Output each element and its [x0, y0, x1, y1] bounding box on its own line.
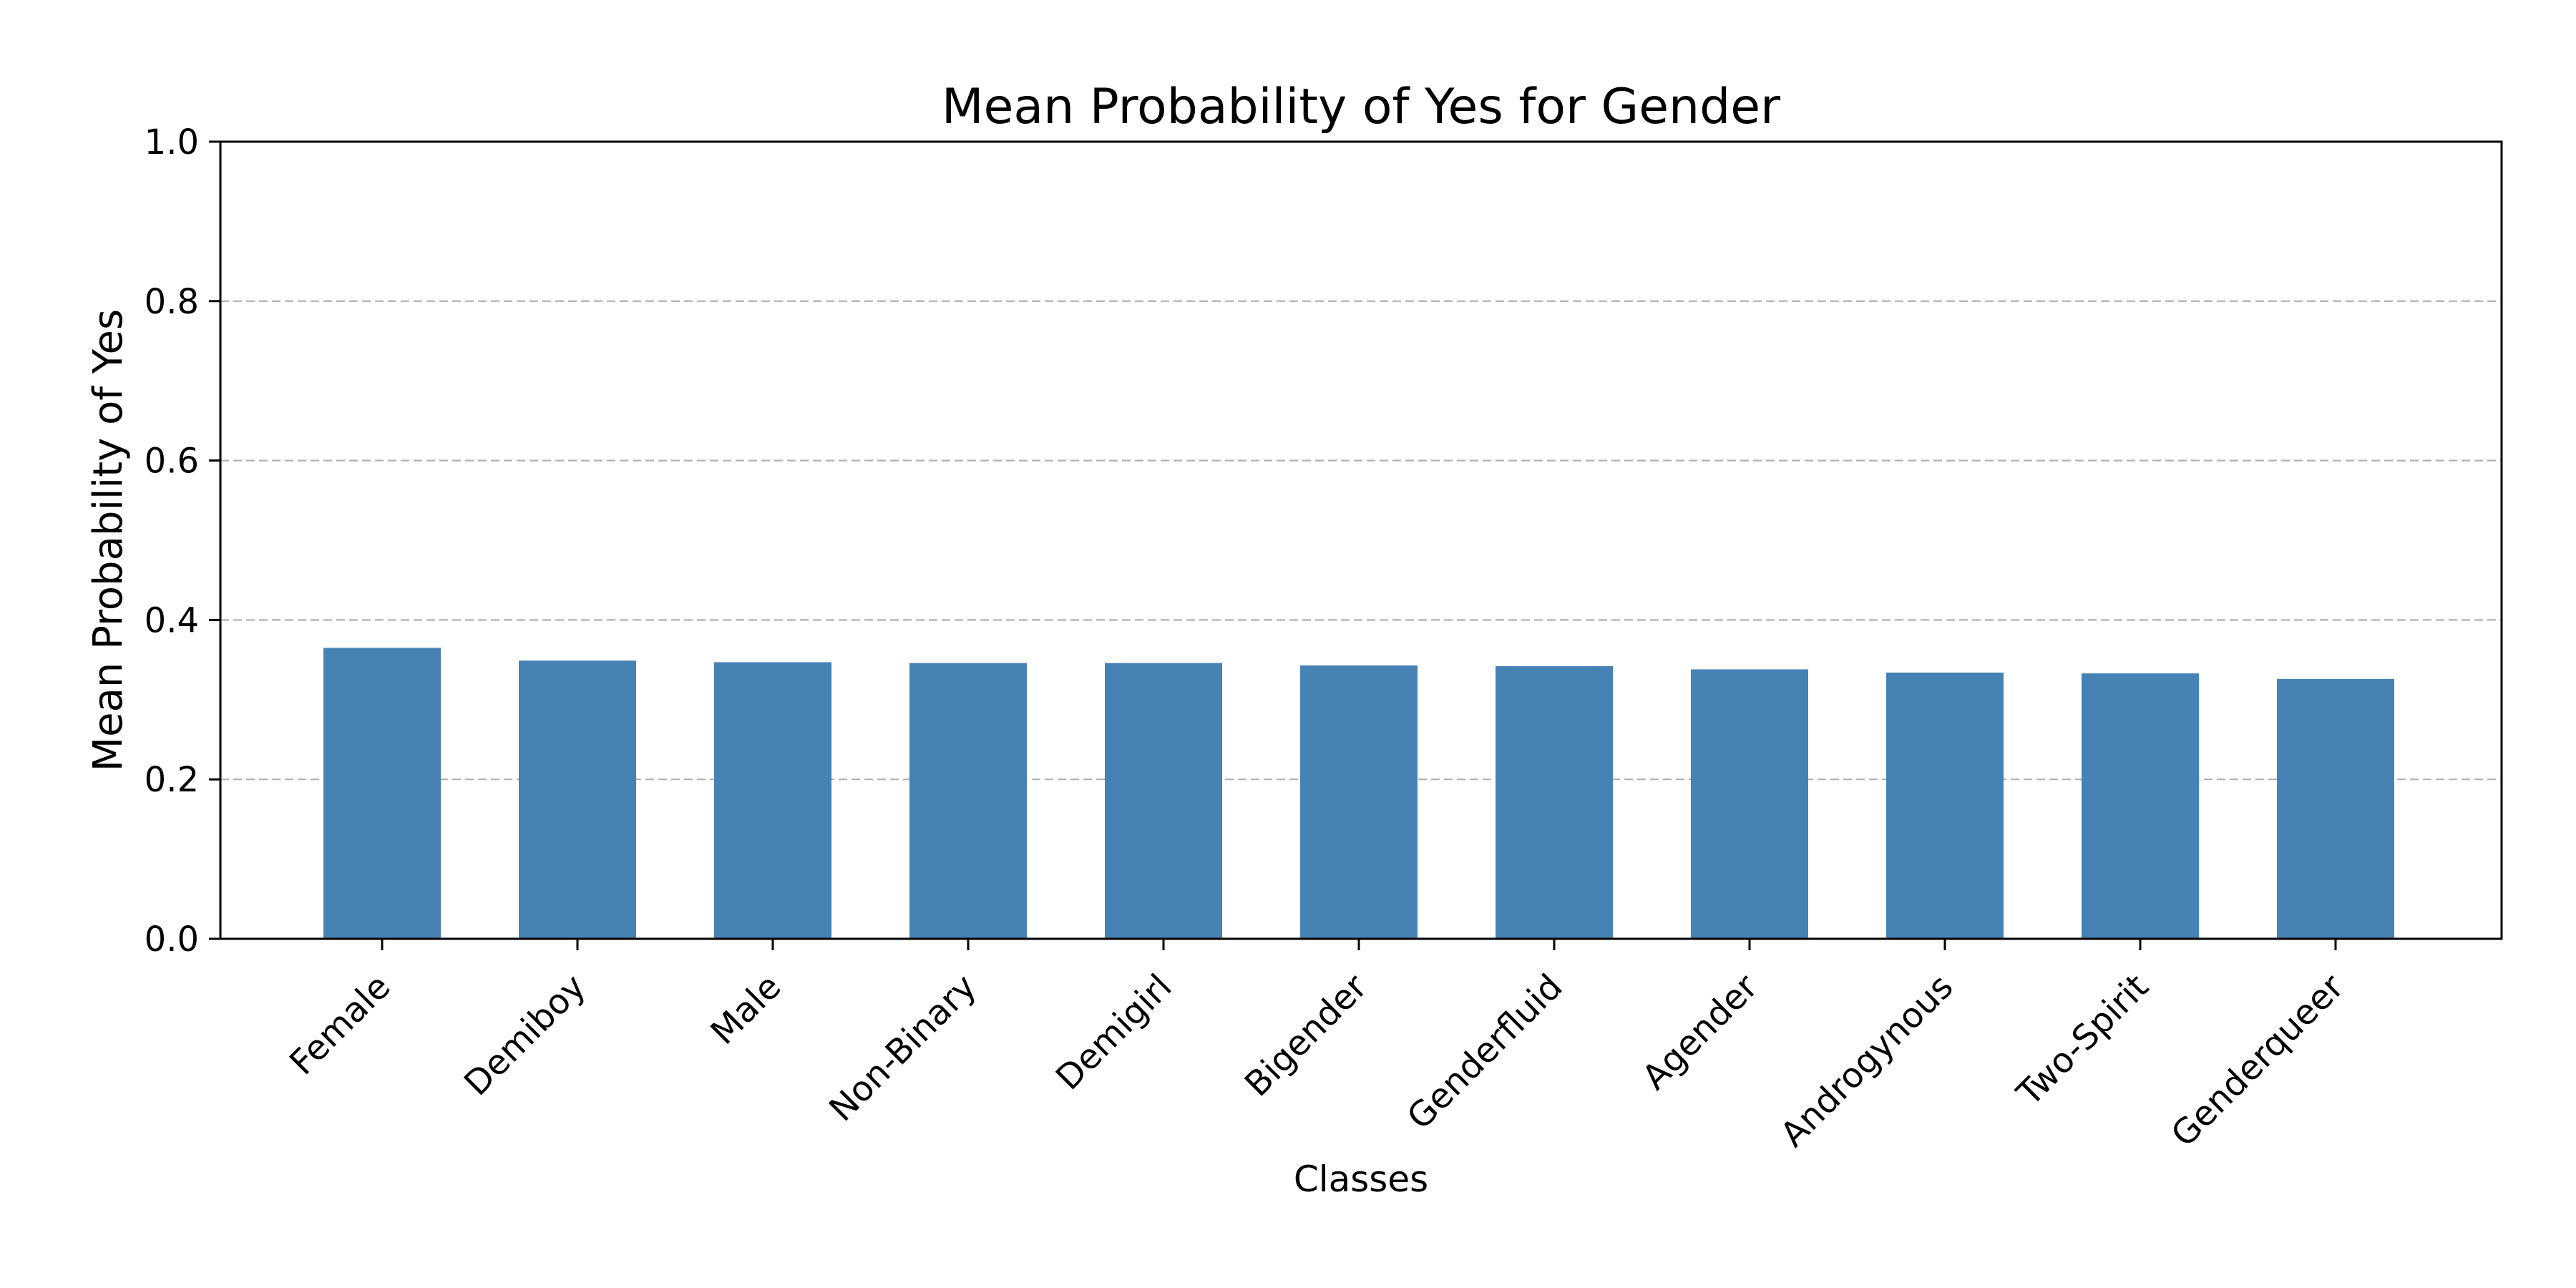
bar	[1496, 666, 1613, 939]
y-tick-label: 0.8	[145, 282, 199, 322]
y-axis-label: Mean Probability of Yes	[85, 309, 132, 771]
x-tick-label: Two-Spirit	[2009, 967, 2156, 1114]
bar	[1300, 665, 1418, 939]
chart-title: Mean Probability of Yes for Gender	[942, 79, 1780, 135]
bar	[909, 663, 1027, 939]
y-tick-label: 0.6	[145, 441, 199, 482]
bar	[714, 662, 831, 939]
bars	[323, 648, 2394, 939]
y-tick-label: 0.2	[145, 760, 199, 800]
x-tick-label: Agender	[1634, 967, 1765, 1098]
bar	[1886, 672, 2004, 939]
y-tick-label: 0.0	[145, 919, 199, 960]
x-tick-label: Androgynous	[1773, 967, 1961, 1155]
x-tick-label: Genderfluid	[1400, 967, 1571, 1138]
x-tick-label: Bigender	[1237, 967, 1375, 1105]
x-tick-label: Genderqueer	[2164, 967, 2352, 1155]
plot-frame	[219, 140, 2503, 940]
y-tick-label: 0.4	[145, 600, 199, 640]
bar	[1105, 663, 1222, 939]
bar	[519, 660, 636, 939]
y-tick-label: 1.0	[145, 122, 199, 162]
bar	[1691, 669, 1808, 939]
y-axis-ticks: 0.0 0.2 0.4 0.6 0.8 1.0	[145, 122, 220, 960]
x-axis-ticks: Female Demiboy Male Non-Binary Demigirl Bigen…	[282, 939, 2352, 1155]
bar	[2277, 678, 2394, 939]
x-tick-label: Demiboy	[457, 967, 594, 1104]
x-tick-label: Female	[282, 967, 398, 1083]
x-tick-label: Non-Binary	[821, 967, 984, 1129]
x-axis-label: Classes	[1294, 1158, 1428, 1200]
bar	[323, 648, 441, 939]
x-tick-label: Demigirl	[1048, 967, 1179, 1098]
bar	[2082, 673, 2199, 939]
x-tick-label: Male	[703, 967, 789, 1053]
